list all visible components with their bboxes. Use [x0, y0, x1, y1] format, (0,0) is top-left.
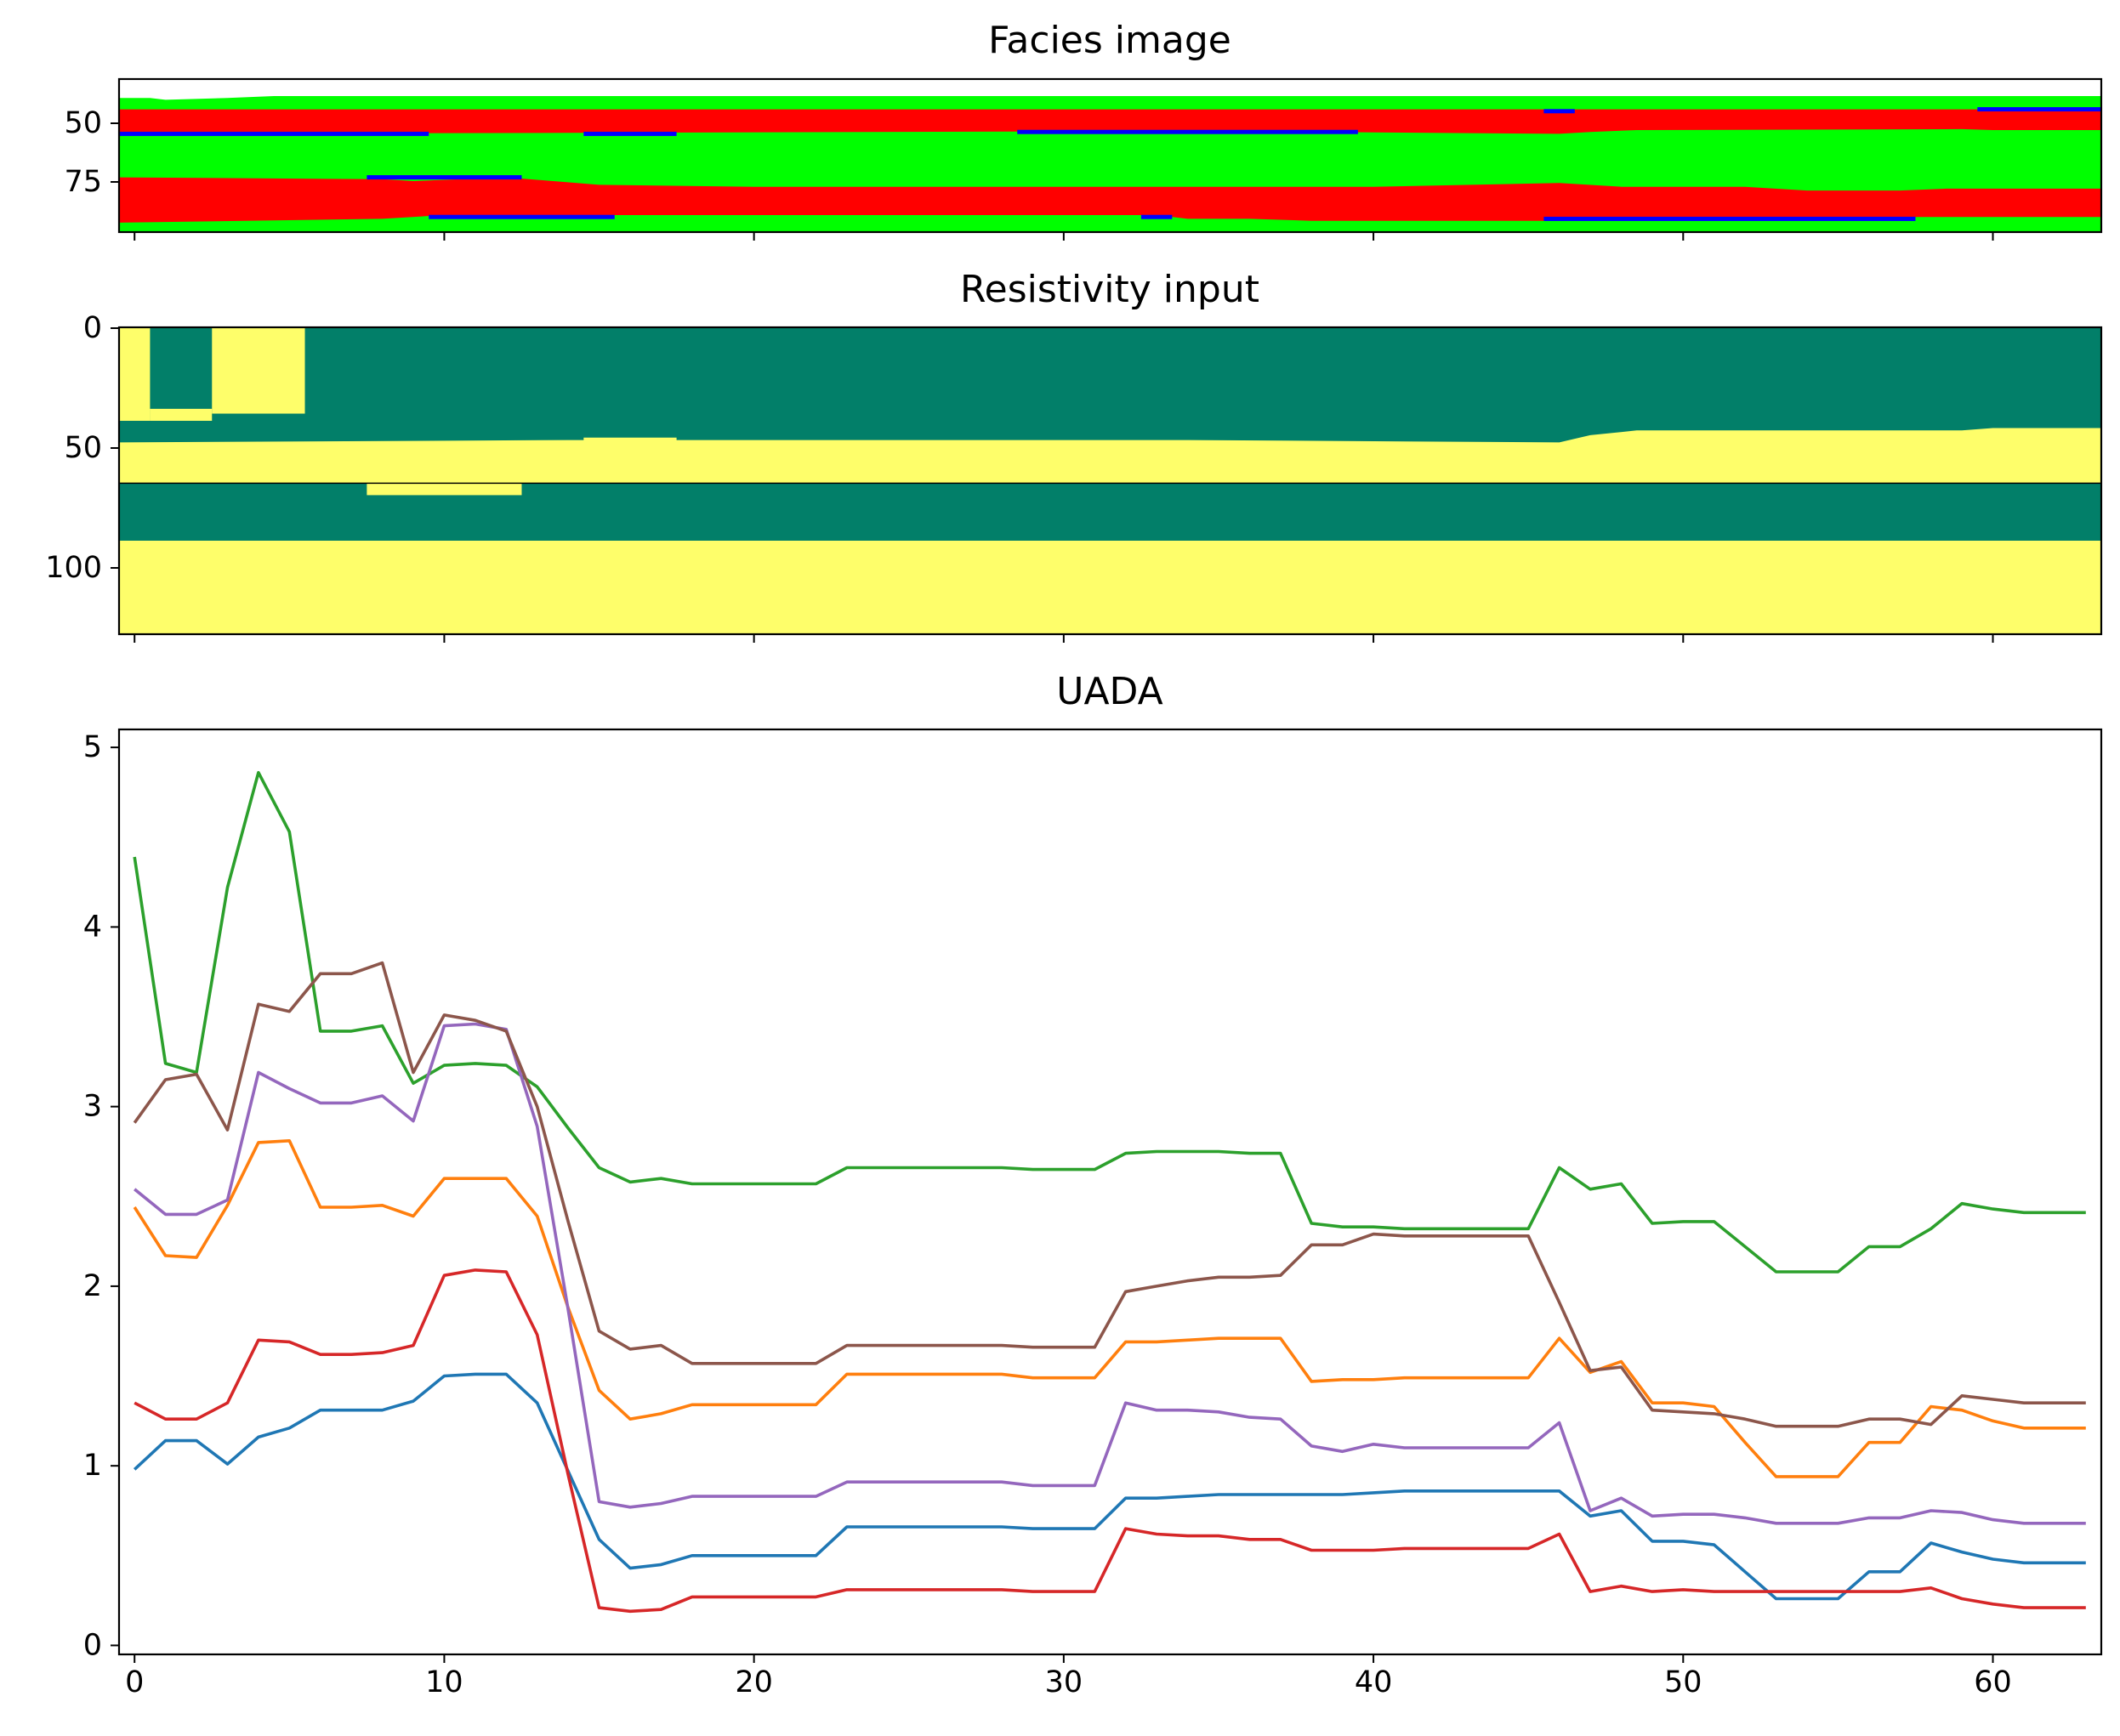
uada-ytick-label-4: 4 — [83, 910, 102, 944]
facies-ytick-label-75: 75 — [64, 165, 102, 199]
facies-blue-streak-4 — [429, 214, 615, 219]
resistivity-x-ticks — [134, 634, 1994, 643]
uada-ytick-label-5: 5 — [83, 730, 102, 764]
facies-ytick-label-50: 50 — [64, 106, 102, 140]
uada-ytick-label-3: 3 — [83, 1090, 102, 1124]
facies-blue-streak-6 — [1543, 216, 1916, 221]
resistivity-ytick-label-100: 100 — [45, 551, 102, 585]
resistivity-block-0 — [119, 327, 151, 421]
uada-series-line-1 — [133, 1139, 2086, 1478]
uada-panel: UADA 0 1 2 3 4 5 0 10 20 30 40 50 60 — [83, 670, 2103, 1699]
uada-xtick-label-30: 30 — [1045, 1665, 1083, 1699]
facies-blue-streak-7 — [1543, 109, 1575, 114]
facies-blue-streak-1 — [583, 131, 677, 136]
facies-panel: Facies image 50 75 — [64, 19, 2103, 241]
resistivity-ytick-label-50: 50 — [64, 431, 102, 465]
resistivity-ytick-label-0: 0 — [83, 311, 102, 345]
facies-frame — [117, 77, 2103, 234]
facies-blue-streak-3 — [367, 175, 522, 180]
uada-series — [133, 770, 2086, 1614]
uada-xtick-label-20: 20 — [735, 1665, 773, 1699]
resistivity-block-3 — [583, 437, 677, 452]
facies-blue-streak-0 — [119, 131, 429, 136]
facies-blue-streak-2 — [1017, 129, 1358, 134]
uada-series-line-0 — [133, 1372, 2086, 1601]
uada-ytick-label-2: 2 — [83, 1269, 102, 1303]
uada-x-ticks: 0 10 20 30 40 50 60 — [125, 1654, 2012, 1699]
uada-series-line-3 — [134, 1268, 2086, 1614]
resistivity-block-2 — [212, 327, 305, 414]
facies-image — [119, 96, 2101, 232]
resistivity-title: Resistivity input — [960, 268, 1259, 311]
resistivity-block-7 — [1140, 541, 1297, 553]
resistivity-block-6 — [397, 541, 460, 551]
uada-xtick-label-60: 60 — [1974, 1665, 2012, 1699]
facies-title: Facies image — [988, 19, 1231, 62]
uada-series-line-5 — [133, 961, 2086, 1428]
resistivity-block-1 — [150, 408, 213, 421]
resistivity-block-8 — [1296, 541, 1544, 634]
facies-blue-streak-8 — [1977, 107, 2101, 112]
facies-x-ticks — [134, 232, 1994, 241]
resistivity-layers — [119, 327, 2101, 634]
resistivity-y-ticks: 0 50 100 — [45, 311, 119, 585]
facies-y-ticks: 50 75 — [64, 106, 119, 199]
uada-ytick-label-0: 0 — [83, 1628, 102, 1662]
uada-ytick-label-1: 1 — [83, 1449, 102, 1483]
resistivity-frame — [117, 326, 2103, 636]
uada-series-line-2 — [133, 770, 2086, 1274]
resistivity-block-5 — [119, 541, 398, 634]
resistivity-band-3 — [119, 541, 2101, 634]
uada-xtick-label-40: 40 — [1355, 1665, 1393, 1699]
facies-blue-streak-5 — [1140, 214, 1173, 219]
uada-xtick-label-10: 10 — [425, 1665, 463, 1699]
resistivity-block-9 — [1543, 541, 1761, 553]
uada-y-ticks: 0 1 2 3 4 5 — [83, 730, 119, 1662]
resistivity-image — [119, 327, 2101, 634]
uada-title: UADA — [1056, 670, 1163, 713]
uada-frame — [117, 728, 2103, 1656]
resistivity-block-4 — [367, 483, 522, 496]
facies-layers — [119, 96, 2101, 232]
uada-series-line-4 — [134, 1022, 2086, 1525]
uada-xtick-label-50: 50 — [1664, 1665, 1702, 1699]
resistivity-panel: Resistivity input 0 50 100 — [45, 268, 2103, 643]
uada-xtick-label-0: 0 — [125, 1665, 144, 1699]
